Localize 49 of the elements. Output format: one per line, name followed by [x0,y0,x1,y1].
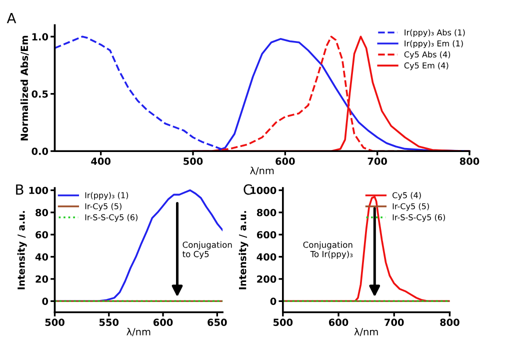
x-tick-label: 700 [384,318,404,326]
chart-title: B [16,184,24,195]
y-axis-title: Intensity / a.u. [238,211,248,290]
y-tick-label: 60 [36,231,48,238]
legend-label: Ir(ppy)₃ Em (1) [404,40,463,48]
y-tick-label: 200 [257,275,276,283]
x-axis-title: λ/nm [126,328,150,336]
x-tick-label: 500 [274,318,293,326]
y-tick-label: 20 [36,275,48,283]
legend-label: Ir-Cy5 (5) [85,203,122,211]
chart-title: A [6,13,16,24]
y-tick-label: 0.0 [32,148,48,155]
x-tick-label: 500 [45,318,64,326]
y-tick-label: 800 [256,208,276,216]
legend-label: Cy5 (4) [392,192,421,200]
x-tick-label: 400 [91,158,111,165]
y-tick-label: 1000 [250,186,276,194]
x-tick-label: 600 [153,318,173,326]
annotation: Conjugation To Ir(ppy)₃ [303,241,353,259]
legend-label: Ir(ppy)₃ (1) [85,192,128,200]
y-tick-label: 40 [35,253,48,261]
legend-label: Cy5 Em (4) [404,62,448,70]
y-tick-label: 0 [42,298,48,305]
legend-label: Ir-Cy5 (5) [392,203,429,211]
chart-title: C [244,184,252,195]
x-tick-label: 700 [368,158,388,165]
x-tick-label: 500 [184,158,203,165]
y-tick-label: 1.0 [32,33,48,40]
y-tick-label: 600 [256,231,276,238]
y-axis-title: Intensity / a.u. [17,211,27,290]
legend-label: Ir-S-S-Cy5 (6) [392,214,445,222]
y-tick-label: 0 [270,298,276,305]
y-tick-label: 80 [36,208,48,216]
x-tick-label: 800 [460,158,480,165]
annotation: Conjugation to Cy5 [182,241,232,259]
y-tick-label: 400 [256,253,276,261]
y-axis-title: Normalized Abs/Em [20,36,29,140]
x-tick-label: 800 [440,318,460,326]
x-tick-label: 650 [208,318,227,326]
y-tick-label: 0.5 [32,90,48,98]
legend-label: Ir(ppy)₃ Abs (1) [404,29,465,38]
legend-label: Ir-S-S-Cy5 (6) [85,214,138,222]
x-tick-label: 600 [328,318,348,326]
x-tick-label: 550 [99,318,119,326]
x-axis-title: λ/nm [250,166,274,176]
x-axis-title: λ/nm [354,328,378,336]
x-tick-label: 600 [276,158,295,165]
legend-label: Cy5 Abs (4) [404,51,450,60]
y-tick-label: 100 [29,186,48,194]
